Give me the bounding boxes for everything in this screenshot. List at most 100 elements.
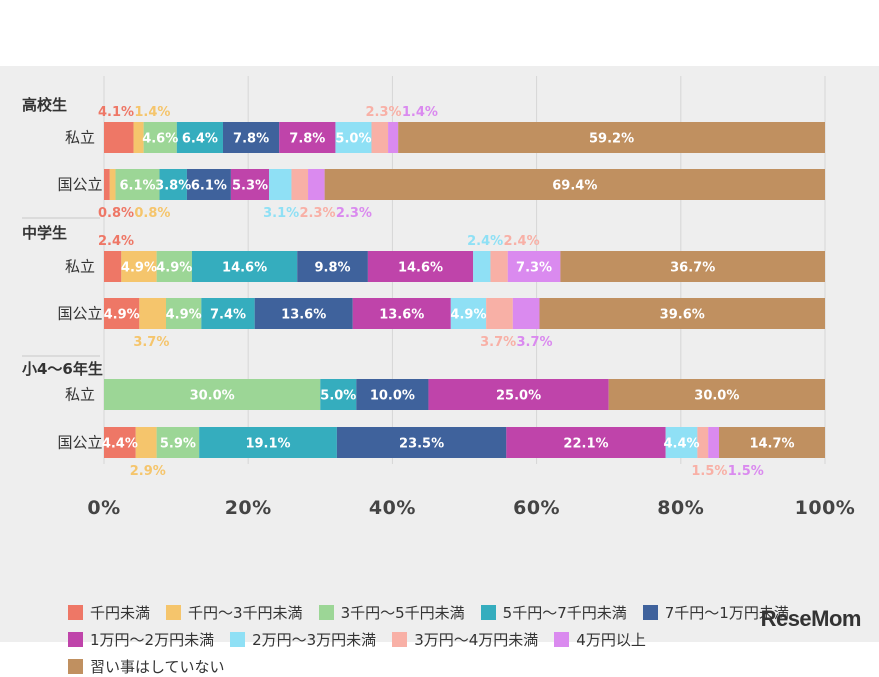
bar-segment (308, 169, 325, 200)
x-tick-label: 80% (657, 497, 704, 519)
bar-segment (665, 427, 698, 458)
chart-panel: 0% 20% 40% 60% 80% 100% 高校生 私立 4.6% 6.4% 7.8% 7.8% 5… (0, 66, 879, 676)
legend-swatch (554, 631, 570, 647)
bar-segment (186, 169, 231, 200)
bar-segment (608, 379, 825, 410)
row-label: 国公立 (57, 305, 102, 323)
data-label: 22.1% (563, 437, 608, 452)
data-label: 1.4% (402, 105, 438, 120)
bar-segment (254, 298, 353, 329)
resemom-logo: ReseMom (760, 606, 862, 631)
group-label: 小4〜6年生 (22, 360, 103, 378)
bar-segment (371, 122, 389, 153)
data-label: 4.9% (121, 261, 157, 276)
group-label: 高校生 (22, 96, 67, 114)
bar-segment (697, 427, 709, 458)
bar-segment (135, 427, 157, 458)
data-label: 2.3% (300, 206, 336, 221)
data-label: 0.8% (134, 206, 170, 221)
data-label: 4.9% (450, 308, 486, 323)
bar-segment (291, 169, 309, 200)
data-label: 4.4% (663, 437, 699, 452)
bar-segment (143, 122, 177, 153)
legend-label: 2万円〜3万円未満 (252, 630, 377, 649)
data-label: 59.2% (589, 132, 634, 147)
bar-segment (388, 122, 399, 153)
bar-segment (104, 169, 110, 200)
data-label: 0.8% (98, 206, 134, 221)
legend-swatch (68, 658, 83, 674)
bar-segment (269, 169, 292, 200)
bar-segment (398, 122, 825, 153)
data-label: 2.4% (504, 234, 540, 249)
data-label: 5.9% (160, 437, 196, 452)
bar-segment (486, 298, 513, 329)
data-label: 9.8% (315, 261, 351, 276)
x-tick-label: 20% (225, 497, 272, 519)
legend-item: 3千円〜5千円未満 (318, 601, 465, 623)
data-label: 4.1% (98, 105, 134, 120)
bar-segment (133, 122, 144, 153)
bar-segment (539, 298, 825, 329)
bar-segment (473, 251, 491, 282)
bar-segment (156, 427, 200, 458)
data-label: 2.9% (130, 464, 166, 479)
bar-segment (352, 298, 451, 329)
bar-segment (367, 251, 474, 282)
bar-segment (335, 122, 372, 153)
data-label: 2.3% (336, 206, 372, 221)
data-label: 3.7% (480, 335, 516, 350)
data-label: 14.6% (222, 261, 267, 276)
data-label: 4.6% (142, 132, 178, 147)
data-label: 36.7% (670, 261, 715, 276)
legend-item: 千円〜3千円未満 (166, 601, 303, 623)
data-label: 7.4% (210, 308, 246, 323)
bar-segment (230, 169, 270, 200)
bar-segment (159, 169, 187, 200)
data-label: 2.3% (365, 105, 401, 120)
data-label: 1.5% (691, 464, 727, 479)
data-label: 23.5% (399, 437, 444, 452)
bar-segment (222, 122, 280, 153)
legend-item: 習い事はしていない (68, 655, 225, 677)
x-tick-label: 60% (513, 497, 560, 519)
data-label: 2.4% (98, 234, 134, 249)
data-label: 6.4% (182, 132, 218, 147)
legend-item: 2万円〜3万円未満 (230, 628, 376, 650)
legend-label: 5千円〜7千円未満 (502, 603, 627, 622)
data-label: 14.6% (398, 261, 443, 276)
data-label: 1.4% (134, 105, 170, 120)
bar-segment (104, 122, 134, 153)
data-label: 30.0% (190, 389, 235, 404)
legend-label: 千円〜3千円未満 (188, 603, 303, 622)
bar-segment (512, 298, 540, 329)
bar-segment (199, 427, 337, 458)
data-label: 69.4% (552, 179, 597, 194)
bar-segment (297, 251, 368, 282)
bar-segment (450, 298, 487, 329)
data-label: 14.7% (749, 437, 794, 452)
bar-segment (708, 427, 720, 458)
data-label: 39.6% (660, 308, 705, 323)
data-label: 4.4% (102, 437, 138, 452)
bar-segment (201, 298, 255, 329)
data-label: 13.6% (281, 308, 326, 323)
legend-label: 7千円〜1万円未満 (664, 603, 789, 622)
group-label: 中学生 (22, 224, 67, 242)
data-label: 7.3% (516, 261, 552, 276)
legend-swatch (230, 631, 246, 647)
legend-label: 3万円〜4万円未満 (414, 630, 539, 649)
legend-swatch (642, 604, 658, 620)
legend-swatch (480, 604, 496, 620)
data-label: 25.0% (496, 389, 541, 404)
bar-segment (115, 169, 160, 200)
data-label: 7.8% (233, 132, 269, 147)
row-label: 国公立 (57, 434, 102, 452)
data-label: 4.9% (166, 308, 202, 323)
data-label: 5.0% (320, 389, 356, 404)
legend-item: 5千円〜7千円未満 (480, 601, 627, 623)
legend-item: 千円未満 (68, 601, 150, 623)
x-tick-label: 100% (795, 497, 856, 519)
data-label: 13.6% (379, 308, 424, 323)
bar-segment (104, 427, 136, 458)
